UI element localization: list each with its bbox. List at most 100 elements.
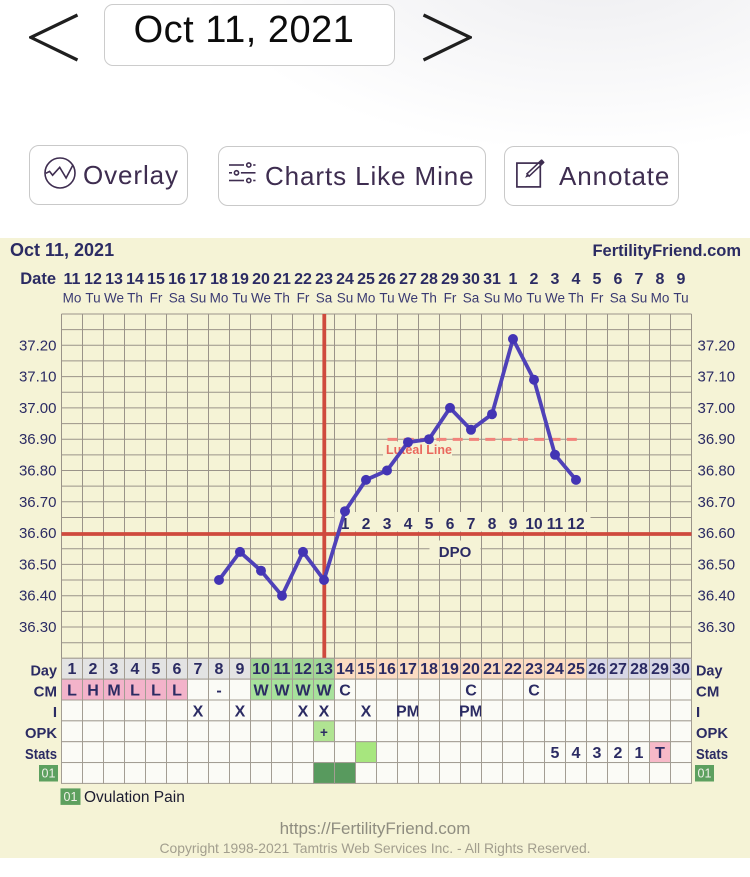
svg-text:We: We [251,291,271,306]
svg-text:36.30: 36.30 [19,619,57,636]
svg-text:36.80: 36.80 [698,463,736,480]
svg-text:1: 1 [341,516,350,533]
svg-text:T: T [655,745,665,762]
svg-text:7: 7 [635,271,644,288]
svg-text:36.60: 36.60 [698,525,736,542]
svg-text:30: 30 [462,271,480,288]
svg-text:14: 14 [336,661,354,678]
svg-text:37.00: 37.00 [698,400,736,417]
svg-text:6: 6 [614,271,623,288]
svg-text:4: 4 [131,661,140,678]
svg-text:PM: PM [459,703,483,720]
svg-text:-: - [216,683,221,700]
svg-text:19: 19 [231,271,249,288]
svg-text:3: 3 [110,661,119,678]
svg-text:2: 2 [614,745,623,762]
svg-text:16: 16 [378,661,396,678]
svg-text:25: 25 [567,661,585,678]
svg-text:11: 11 [64,271,81,288]
svg-text:18: 18 [420,661,438,678]
svg-text:Fr: Fr [150,291,163,306]
svg-text:18: 18 [210,271,228,288]
svg-text:01: 01 [64,790,78,804]
svg-text:Sa: Sa [169,291,186,306]
svg-text:Mo: Mo [651,291,670,306]
svg-text:30: 30 [672,661,690,678]
svg-text:1: 1 [509,271,518,288]
svg-text:36.90: 36.90 [19,431,57,448]
svg-text:FertilityFriend.com: FertilityFriend.com [592,242,741,260]
svg-text:Su: Su [631,291,648,306]
svg-text:W: W [274,683,290,700]
svg-text:Tu: Tu [526,291,541,306]
svg-text:X: X [193,703,204,720]
svg-text:12: 12 [567,516,584,533]
svg-text:5: 5 [593,271,602,288]
svg-text:We: We [398,291,418,306]
svg-text:12: 12 [84,271,102,288]
svg-text:X: X [298,703,309,720]
svg-text:7: 7 [194,661,203,678]
svg-text:X: X [319,703,330,720]
svg-text:36.40: 36.40 [19,588,57,605]
svg-text:Tu: Tu [232,291,247,306]
svg-text:11: 11 [547,516,564,533]
svg-text:20: 20 [462,661,480,678]
svg-text:25: 25 [357,271,375,288]
svg-text:20: 20 [252,271,270,288]
svg-text:Fr: Fr [444,291,457,306]
svg-text:Mo: Mo [63,291,82,306]
svg-text:https://FertilityFriend.com: https://FertilityFriend.com [280,819,471,838]
svg-text:28: 28 [630,661,648,678]
svg-text:L: L [67,683,77,700]
svg-text:+: + [320,725,328,740]
svg-text:H: H [87,683,99,700]
svg-text:4: 4 [572,271,581,288]
svg-text:Su: Su [337,291,354,306]
svg-text:Mo: Mo [210,291,229,306]
svg-text:23: 23 [315,271,333,288]
svg-text:M: M [107,683,120,700]
svg-text:6: 6 [446,516,455,533]
svg-text:I: I [696,704,700,721]
svg-text:37.10: 37.10 [698,369,736,386]
svg-text:5: 5 [551,745,560,762]
svg-text:Th: Th [421,291,437,306]
svg-text:Th: Th [127,291,143,306]
svg-text:I: I [53,704,57,721]
svg-text:16: 16 [168,271,186,288]
svg-text:10: 10 [252,661,270,678]
svg-text:Sa: Sa [610,291,627,306]
svg-text:W: W [253,683,269,700]
svg-text:7: 7 [467,516,476,533]
svg-text:Day: Day [31,663,58,680]
svg-text:01: 01 [42,767,56,781]
svg-text:26: 26 [588,661,606,678]
svg-text:2: 2 [89,661,98,678]
svg-text:Tu: Tu [379,291,394,306]
svg-text:2: 2 [530,271,539,288]
svg-text:4: 4 [572,745,581,762]
svg-text:Date: Date [20,270,56,288]
svg-text:36.50: 36.50 [19,556,57,573]
svg-text:CM: CM [696,683,719,700]
svg-text:21: 21 [483,661,501,678]
svg-text:36.60: 36.60 [19,525,57,542]
svg-text:1: 1 [68,661,77,678]
svg-text:22: 22 [504,661,522,678]
svg-text:Th: Th [274,291,290,306]
svg-text:36.70: 36.70 [698,494,736,511]
svg-text:Sa: Sa [463,291,480,306]
svg-text:C: C [465,683,477,700]
svg-text:Tu: Tu [673,291,688,306]
svg-text:36.90: 36.90 [698,431,736,448]
svg-text:6: 6 [173,661,182,678]
svg-text:Fr: Fr [591,291,604,306]
svg-text:PM: PM [396,703,420,720]
svg-text:15: 15 [147,271,165,288]
svg-text:10: 10 [525,516,542,533]
svg-text:12: 12 [294,661,312,678]
svg-text:36.50: 36.50 [698,556,736,573]
svg-text:W: W [295,683,311,700]
svg-text:Su: Su [190,291,207,306]
